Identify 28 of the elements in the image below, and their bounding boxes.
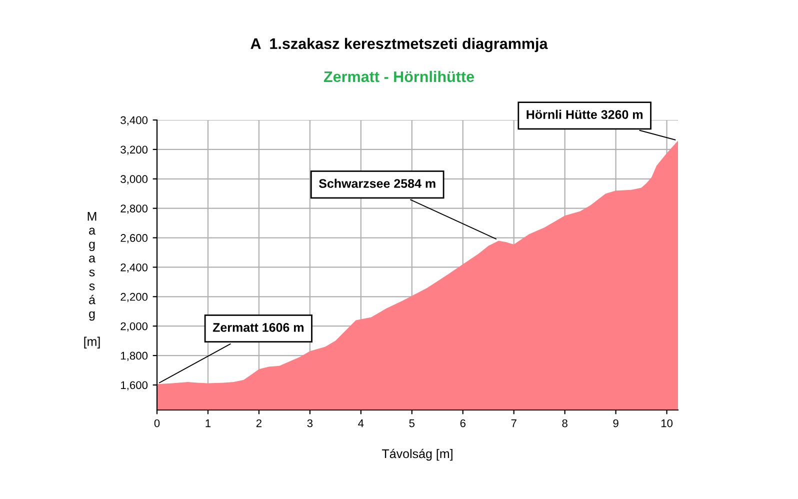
- x-tick-label: 3: [307, 419, 313, 428]
- y-tick-label: 2,800: [120, 204, 148, 214]
- text: Magasság [m]: [84, 212, 100, 348]
- annotation: Hörnli Hütte 3260 m: [526, 110, 643, 119]
- x-tick-label: 10: [661, 419, 673, 428]
- y-tick-label: 2,600: [120, 234, 148, 244]
- y-tick-label: 2,200: [120, 292, 148, 302]
- chart-subtitle: Zermatt - Hörnlihütte: [324, 70, 474, 82]
- y-tick-label: 1,600: [121, 381, 148, 390]
- x-tick-label: 2: [256, 419, 262, 428]
- x-axis-title: Távolság [m]: [382, 448, 452, 461]
- annotation: Schwarzsee 2584 m: [318, 178, 436, 188]
- x-tick-label: 0: [154, 419, 160, 428]
- x-tick-label: 8: [562, 419, 568, 428]
- chart-title: A 1.szakasz keresztmetszeti diagrammja: [250, 38, 548, 52]
- y-tick-label: 2,000: [120, 322, 148, 332]
- x-tick-label: 7: [511, 419, 516, 428]
- y-tick-label: 1,800: [121, 352, 148, 361]
- y-tick-label: 3,000: [120, 175, 148, 184]
- x-tick-label: 6: [460, 419, 466, 428]
- x-tick-label: 1: [206, 419, 211, 428]
- x-tick-label: 4: [358, 419, 364, 428]
- y-tick-label: 3,400: [120, 116, 148, 126]
- y-tick-label: 2,400: [120, 263, 148, 273]
- x-tick-label: 5: [409, 419, 415, 428]
- y-tick-label: 3,200: [120, 146, 148, 155]
- annotation: Zermatt 1606 m: [212, 323, 304, 332]
- x-tick-label: 9: [613, 419, 618, 428]
